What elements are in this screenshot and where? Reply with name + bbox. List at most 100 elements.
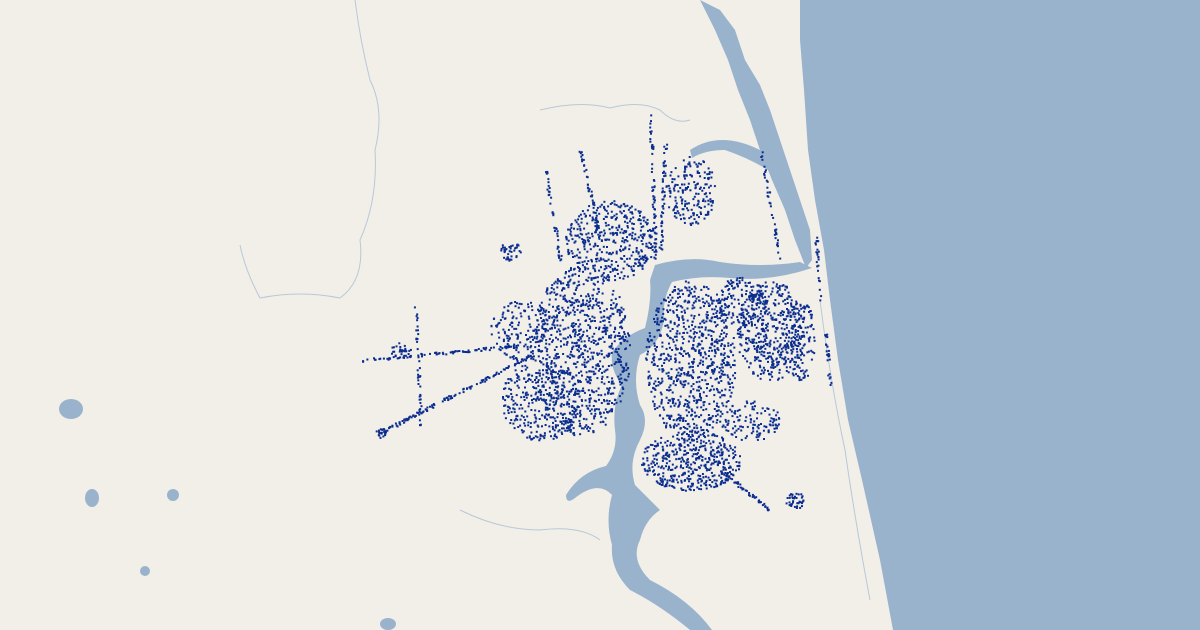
- point: [565, 312, 568, 315]
- point: [379, 428, 382, 431]
- point: [545, 399, 548, 402]
- point: [594, 231, 597, 234]
- point: [539, 391, 542, 394]
- point: [542, 363, 545, 366]
- point: [611, 307, 614, 310]
- point: [550, 395, 553, 398]
- point: [621, 392, 624, 395]
- point: [568, 403, 570, 405]
- point: [681, 367, 684, 369]
- point: [602, 411, 605, 414]
- point: [523, 377, 526, 380]
- point: [759, 366, 762, 369]
- point: [704, 466, 707, 469]
- point: [592, 288, 595, 291]
- point: [592, 391, 595, 394]
- point: [588, 347, 591, 350]
- point: [484, 348, 487, 351]
- point: [557, 430, 560, 433]
- point: [592, 201, 595, 204]
- point: [751, 323, 753, 326]
- point: [614, 306, 617, 309]
- point: [738, 302, 740, 305]
- point: [659, 357, 662, 360]
- point: [746, 313, 749, 316]
- point: [690, 288, 693, 291]
- point: [539, 397, 542, 400]
- point: [667, 468, 670, 471]
- point: [549, 380, 552, 383]
- point: [693, 396, 696, 399]
- point: [781, 323, 784, 325]
- point: [678, 352, 681, 355]
- point: [600, 349, 603, 352]
- point: [545, 350, 548, 353]
- point: [535, 377, 538, 379]
- point: [651, 167, 654, 170]
- point: [649, 335, 652, 338]
- point: [658, 483, 661, 485]
- point: [661, 478, 664, 481]
- point: [555, 376, 558, 379]
- point: [723, 473, 726, 476]
- point: [765, 179, 768, 182]
- point: [545, 171, 547, 174]
- point: [798, 313, 800, 316]
- point: [672, 340, 675, 343]
- point: [618, 335, 621, 338]
- point: [777, 351, 779, 354]
- point: [662, 164, 665, 167]
- point: [552, 305, 554, 308]
- point: [579, 347, 582, 350]
- point: [782, 333, 785, 336]
- point: [588, 337, 591, 340]
- point: [725, 325, 728, 328]
- point: [595, 218, 598, 221]
- point: [647, 370, 650, 373]
- point: [535, 430, 538, 433]
- point: [650, 339, 653, 342]
- point: [810, 325, 813, 328]
- point: [555, 316, 558, 319]
- point: [572, 421, 575, 424]
- point: [773, 233, 776, 236]
- point: [599, 368, 602, 370]
- point: [809, 310, 812, 312]
- point: [648, 332, 651, 335]
- point: [604, 327, 607, 330]
- point: [417, 373, 420, 376]
- point: [795, 497, 798, 499]
- point: [765, 337, 768, 339]
- point: [668, 460, 671, 463]
- point: [663, 485, 666, 488]
- point: [708, 484, 711, 486]
- point: [763, 172, 766, 175]
- point: [653, 320, 656, 323]
- point: [662, 454, 665, 457]
- point: [713, 370, 716, 373]
- point: [730, 391, 733, 394]
- point: [582, 330, 585, 333]
- point: [589, 248, 592, 251]
- point: [682, 293, 684, 296]
- point: [584, 304, 587, 307]
- point: [571, 252, 574, 255]
- point: [804, 306, 807, 309]
- point: [535, 331, 538, 334]
- point: [618, 361, 621, 364]
- point: [589, 327, 592, 330]
- point: [639, 219, 642, 222]
- point: [794, 495, 796, 498]
- point: [677, 413, 680, 416]
- point: [536, 319, 539, 322]
- point: [596, 224, 599, 227]
- point: [592, 282, 595, 285]
- point: [646, 459, 649, 462]
- point: [507, 253, 510, 256]
- point: [589, 427, 592, 430]
- point: [559, 324, 562, 327]
- point: [734, 412, 736, 415]
- point: [541, 307, 544, 310]
- point: [582, 309, 585, 312]
- point: [666, 389, 669, 391]
